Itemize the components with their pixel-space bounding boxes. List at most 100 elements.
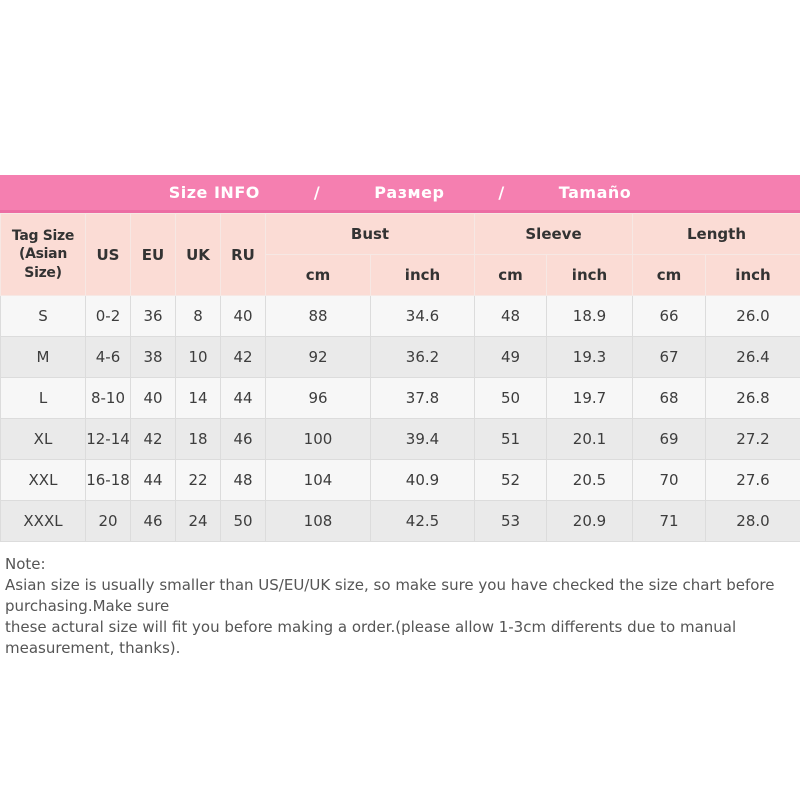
value-cell: 40 [220, 295, 266, 337]
value-cell: 42 [130, 418, 176, 460]
size-table-header: Tag Size (Asian Size) US EU UK RU Bust S… [0, 213, 800, 296]
title-separator: / [313, 183, 321, 202]
table-row: M 4-6 38 10 42 92 36.2 49 19.3 67 26.4 [0, 336, 800, 378]
header-length-cm: cm [632, 254, 706, 296]
value-cell: 67 [632, 336, 706, 378]
value-cell: 50 [474, 377, 547, 419]
title-razmer: Размер [374, 183, 445, 202]
value-cell: 48 [474, 295, 547, 337]
value-cell: 26.8 [705, 377, 800, 419]
value-cell: 36 [130, 295, 176, 337]
value-cell: 8-10 [85, 377, 131, 419]
value-cell: 24 [175, 500, 221, 542]
value-cell: 26.0 [705, 295, 800, 337]
value-cell: 20.1 [546, 418, 633, 460]
value-cell: 104 [265, 459, 371, 501]
note-title: Note: [5, 555, 46, 573]
tag-size-cell: S [0, 295, 86, 337]
value-cell: 66 [632, 295, 706, 337]
value-cell: 28.0 [705, 500, 800, 542]
note-line: Asian size is usually smaller than US/EU… [5, 576, 775, 615]
value-cell: 44 [130, 459, 176, 501]
value-cell: 49 [474, 336, 547, 378]
value-cell: 40 [130, 377, 176, 419]
value-cell: 12-14 [85, 418, 131, 460]
value-cell: 36.2 [370, 336, 475, 378]
header-sleeve-inch: inch [546, 254, 633, 296]
title-tamano: Tamaño [558, 183, 632, 202]
value-cell: 44 [220, 377, 266, 419]
header-us: US [85, 213, 131, 296]
value-cell: 16-18 [85, 459, 131, 501]
tag-size-cell: L [0, 377, 86, 419]
value-cell: 51 [474, 418, 547, 460]
header-uk: UK [175, 213, 221, 296]
value-cell: 71 [632, 500, 706, 542]
value-cell: 19.7 [546, 377, 633, 419]
value-cell: 50 [220, 500, 266, 542]
value-cell: 8 [175, 295, 221, 337]
value-cell: 88 [265, 295, 371, 337]
title-separator: / [498, 183, 505, 202]
tag-size-cell: M [0, 336, 86, 378]
value-cell: 38 [130, 336, 176, 378]
value-cell: 18.9 [546, 295, 633, 337]
value-cell: 20.9 [546, 500, 633, 542]
table-row: XXL 16-18 44 22 48 104 40.9 52 20.5 70 27.6 [0, 459, 800, 501]
note-line: these actural size will fit you before m… [5, 618, 737, 657]
header-sleeve: Sleeve [474, 213, 633, 255]
value-cell: 40.9 [370, 459, 475, 501]
value-cell: 46 [220, 418, 266, 460]
value-cell: 52 [474, 459, 547, 501]
value-cell: 46 [130, 500, 176, 542]
size-table-body: S 0-2 36 8 40 88 34.6 48 18.9 66 26.0 M 4-6 38 10 42 92 3… [0, 295, 800, 542]
value-cell: 108 [265, 500, 371, 542]
tag-size-cell: XXL [0, 459, 86, 501]
header-ru: RU [220, 213, 266, 296]
header-bust-cm: cm [265, 254, 371, 296]
header-row-units: cm inch cm inch cm inch [1, 254, 800, 296]
value-cell: 4-6 [85, 336, 131, 378]
header-sleeve-cm: cm [474, 254, 547, 296]
table-row: S 0-2 36 8 40 88 34.6 48 18.9 66 26.0 [0, 295, 800, 337]
value-cell: 100 [265, 418, 371, 460]
title-size-info: Size INFO [168, 183, 260, 202]
value-cell: 27.2 [705, 418, 800, 460]
value-cell: 20.5 [546, 459, 633, 501]
value-cell: 53 [474, 500, 547, 542]
value-cell: 18 [175, 418, 221, 460]
value-cell: 39.4 [370, 418, 475, 460]
header-row-groups: Tag Size (Asian Size) US EU UK RU Bust S… [0, 213, 800, 296]
header-length-inch: inch [705, 254, 800, 296]
tag-size-cell: XL [0, 418, 86, 460]
value-cell: 42 [220, 336, 266, 378]
table-row: L 8-10 40 14 44 96 37.8 50 19.7 68 26.8 [0, 377, 800, 419]
value-cell: 48 [220, 459, 266, 501]
header-bust-inch: inch [370, 254, 475, 296]
value-cell: 10 [175, 336, 221, 378]
value-cell: 20 [85, 500, 131, 542]
value-cell: 22 [175, 459, 221, 501]
value-cell: 42.5 [370, 500, 475, 542]
header-length: Length [632, 213, 800, 255]
table-row: XL 12-14 42 18 46 100 39.4 51 20.1 69 27.2 [0, 418, 800, 460]
header-tag-size: Tag Size (Asian Size) [0, 213, 86, 296]
value-cell: 37.8 [370, 377, 475, 419]
table-row: XXXL 20 46 24 50 108 42.5 53 20.9 71 28.0 [0, 500, 800, 542]
value-cell: 34.6 [370, 295, 475, 337]
header-eu: EU [130, 213, 176, 296]
value-cell: 19.3 [546, 336, 633, 378]
title-bar: Size INFO / Размер / Tamaño [0, 175, 800, 213]
value-cell: 68 [632, 377, 706, 419]
value-cell: 14 [175, 377, 221, 419]
value-cell: 0-2 [85, 295, 131, 337]
value-cell: 96 [265, 377, 371, 419]
value-cell: 69 [632, 418, 706, 460]
value-cell: 26.4 [705, 336, 800, 378]
value-cell: 92 [265, 336, 371, 378]
tag-size-cell: XXXL [0, 500, 86, 542]
note: Note: Asian size is usually smaller than… [0, 554, 797, 659]
header-bust: Bust [265, 213, 475, 255]
value-cell: 70 [632, 459, 706, 501]
